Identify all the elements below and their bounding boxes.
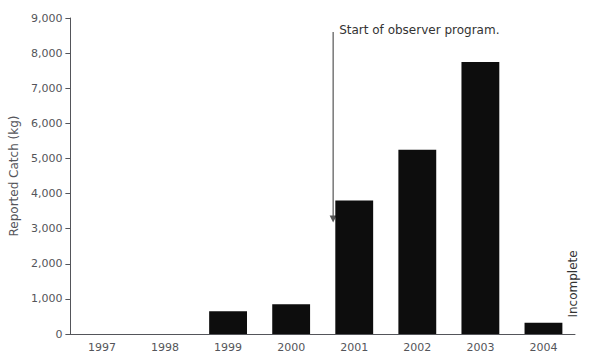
svg-text:2,000: 2,000 — [31, 257, 63, 270]
svg-text:2002: 2002 — [403, 341, 431, 354]
svg-text:8,000: 8,000 — [31, 47, 63, 60]
svg-text:2003: 2003 — [466, 341, 494, 354]
svg-text:2004: 2004 — [529, 341, 557, 354]
svg-text:Reported Catch (kg): Reported Catch (kg) — [7, 116, 21, 237]
svg-text:Incomplete: Incomplete — [566, 250, 580, 317]
svg-text:5,000: 5,000 — [31, 152, 63, 165]
svg-text:1998: 1998 — [151, 341, 179, 354]
svg-text:7,000: 7,000 — [31, 82, 63, 95]
svg-text:9,000: 9,000 — [31, 12, 63, 25]
svg-text:1999: 1999 — [214, 341, 242, 354]
svg-text:Start of observer program.: Start of observer program. — [339, 23, 499, 37]
svg-text:2001: 2001 — [340, 341, 368, 354]
svg-text:3,000: 3,000 — [31, 222, 63, 235]
svg-text:1997: 1997 — [88, 341, 116, 354]
svg-text:2000: 2000 — [277, 341, 305, 354]
svg-text:0: 0 — [55, 328, 62, 341]
svg-text:4,000: 4,000 — [31, 187, 63, 200]
svg-text:6,000: 6,000 — [31, 117, 63, 130]
svg-text:1,000: 1,000 — [31, 292, 63, 305]
